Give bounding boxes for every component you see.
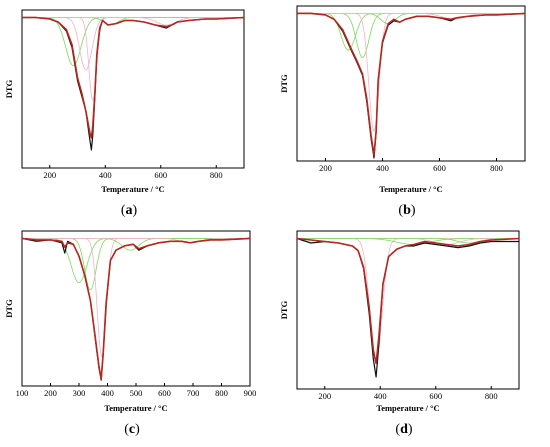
x-tick-label: 400 xyxy=(99,170,112,180)
y-axis-label: DTG xyxy=(279,300,289,319)
x-tick-label: 800 xyxy=(490,163,503,173)
fitted-curve xyxy=(22,16,245,139)
x-tick-label: 400 xyxy=(374,391,387,401)
x-tick-label: 300 xyxy=(73,388,86,398)
x-tick-label: 600 xyxy=(433,163,446,173)
x-axis-label: Temperature / °C xyxy=(104,403,167,413)
x-tick-label: 200 xyxy=(318,391,331,401)
y-axis-label: DTG xyxy=(4,79,14,98)
chart-a: 200 400 600 800 Temperature / °C DTG (a) xyxy=(4,9,245,218)
x-tick-label: 500 xyxy=(130,388,143,398)
chart-d: 200 400 600 800 Temperature / °C DTG (d) xyxy=(279,230,520,437)
fitted-curve xyxy=(297,12,526,156)
y-axis-label: DTG xyxy=(4,299,14,318)
x-axis-label: Temperature / °C xyxy=(101,184,164,194)
panel-caption-c: (c) xyxy=(124,422,140,437)
x-tick-label: 800 xyxy=(485,391,498,401)
x-tick-label: 800 xyxy=(215,388,228,398)
fit-component-5 xyxy=(22,238,250,244)
panel-c: 100 200 300 400 500 600 700 800 900 Temperature /… xyxy=(0,221,275,442)
plot-frame xyxy=(296,230,520,390)
x-tick-label: 200 xyxy=(44,388,57,398)
plot-frame xyxy=(296,5,526,162)
panel-d: 200 400 600 800 Temperature / °C DTG (d) xyxy=(275,221,550,442)
chart-b: 200 400 600 800 Temperature / °C DTG (b) xyxy=(279,5,526,218)
panel-b: 200 400 600 800 Temperature / °C DTG (b) xyxy=(275,0,550,221)
plot-frame xyxy=(21,230,251,387)
x-tick-label: 600 xyxy=(429,391,442,401)
y-axis-label: DTG xyxy=(279,74,289,93)
x-tick-label: 100 xyxy=(16,388,29,398)
chart-c: 100 200 300 400 500 600 700 800 900 Temperature /… xyxy=(4,230,257,437)
x-axis-label: Temperature / °C xyxy=(376,403,439,413)
x-tick-label: 600 xyxy=(154,170,167,180)
panel-caption-a: (a) xyxy=(121,203,138,218)
x-tick-label: 800 xyxy=(210,170,223,180)
x-tick-label: 400 xyxy=(101,388,114,398)
panel-caption-d: (d) xyxy=(395,422,412,437)
x-tick-label: 700 xyxy=(187,388,200,398)
panel-a: 200 400 600 800 Temperature / °C DTG (a) xyxy=(0,0,275,221)
x-tick-label: 200 xyxy=(319,163,332,173)
x-tick-label: 400 xyxy=(376,163,389,173)
plot-frame xyxy=(21,9,245,169)
fitted-curve xyxy=(21,237,251,380)
panel-caption-b: (b) xyxy=(398,203,415,218)
fitted-curve xyxy=(296,237,520,365)
fit-component-5 xyxy=(297,13,525,20)
x-tick-label: 600 xyxy=(158,388,171,398)
x-axis-label: Temperature / °C xyxy=(379,184,442,194)
x-tick-label: 900 xyxy=(244,388,257,398)
x-tick-label: 200 xyxy=(43,170,56,180)
fit-component-5 xyxy=(22,17,244,26)
